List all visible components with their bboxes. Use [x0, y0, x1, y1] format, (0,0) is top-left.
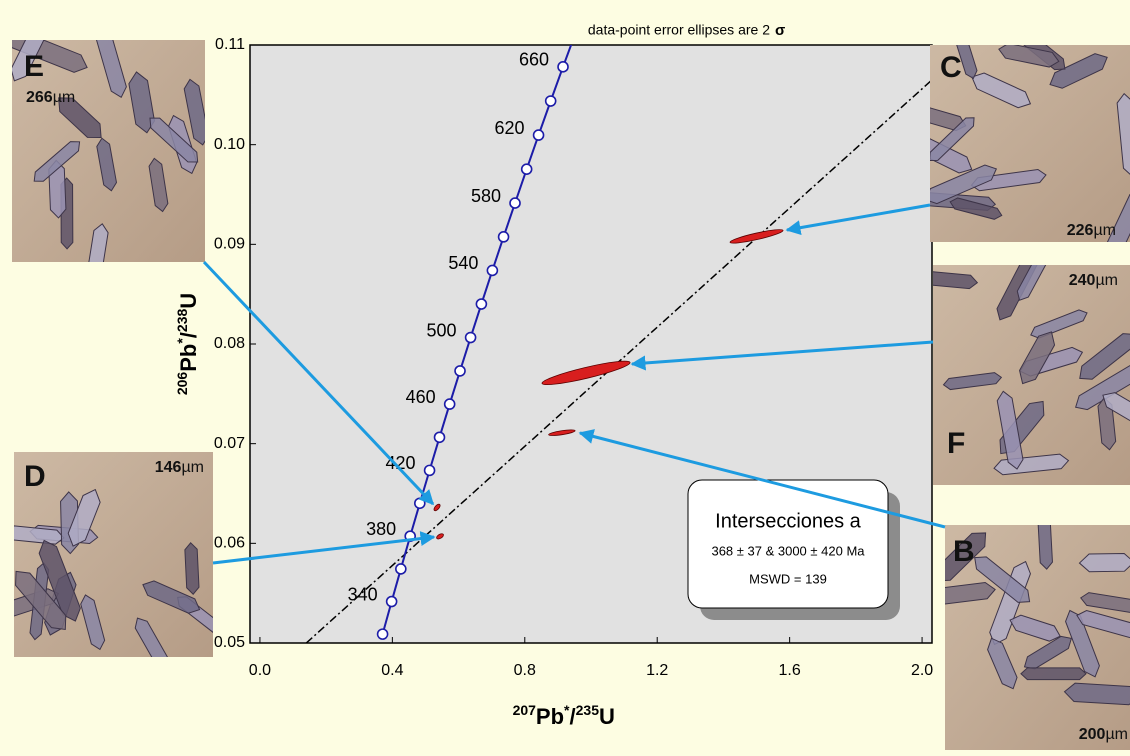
- x-tick-label: 0.4: [381, 662, 403, 679]
- age-label: 580: [471, 186, 501, 206]
- x-axis-title-part: U: [599, 704, 615, 729]
- photo-scale-value: 266: [26, 89, 53, 106]
- photo-scale-unit: µm: [1093, 222, 1116, 239]
- concordia-point: [415, 498, 425, 508]
- concordia-point: [558, 62, 568, 72]
- y-axis-title-part: 238: [174, 309, 190, 333]
- y-axis-title-part: U: [176, 293, 201, 309]
- result-box: Intersecciones a 368 ± 37 & 3000 ± 420 M…: [688, 480, 900, 620]
- note: data-point error ellipses are 2: [588, 22, 770, 38]
- photo-scale-unit: µm: [1095, 272, 1118, 289]
- concordia-point: [378, 629, 388, 639]
- y-tick-label: 0.05: [214, 634, 245, 651]
- concordia-point: [522, 164, 532, 174]
- x-tick-label: 0.0: [249, 662, 271, 679]
- photo-letter: E: [24, 50, 44, 83]
- crystal: [185, 543, 200, 595]
- x-axis-title-part: Pb: [536, 704, 564, 729]
- age-label: 380: [366, 519, 396, 539]
- photo-scale-value: 226: [1067, 222, 1094, 239]
- y-axis-title-part: 206: [174, 372, 190, 396]
- x-tick-label: 0.8: [514, 662, 536, 679]
- photo-letter: C: [940, 51, 962, 84]
- age-label: 620: [495, 118, 525, 138]
- age-label: 500: [427, 320, 457, 340]
- photo: F 240µm: [921, 240, 1130, 485]
- y-tick-label: 0.10: [214, 136, 245, 153]
- box-line: MSWD = 139: [749, 571, 827, 586]
- photo-letter: D: [24, 460, 46, 493]
- concordia-point: [510, 198, 520, 208]
- concordia-point: [387, 597, 397, 607]
- y-tick-label: 0.06: [214, 535, 245, 552]
- concordia-point: [487, 265, 497, 275]
- y-axis-title: 206Pb*/238U: [174, 293, 200, 395]
- y-axis-title-part: Pb: [176, 344, 201, 372]
- photo-scale: 146µm: [155, 459, 204, 476]
- box-line: 368 ± 37 & 3000 ± 420 Ma: [711, 543, 865, 558]
- photo-letter: F: [947, 427, 965, 460]
- age-label: 460: [406, 387, 436, 407]
- concordia-point: [445, 399, 455, 409]
- x-axis-title-part: 207: [513, 702, 537, 718]
- concordia-point: [499, 232, 509, 242]
- photo: E 266µm: [1, 15, 210, 281]
- x-axis-title-part: 235: [576, 702, 600, 718]
- photo-scale: 200µm: [1079, 726, 1128, 743]
- photo-scale: 226µm: [1067, 222, 1116, 239]
- x-tick-label: 1.2: [646, 662, 668, 679]
- chart: 340380420460500540580620660 0.050.060.07…: [0, 0, 1130, 756]
- note-symbol: σ: [775, 22, 785, 39]
- photo-scale-unit: µm: [1105, 726, 1128, 743]
- concordia-point: [396, 564, 406, 574]
- photo-scale-unit: µm: [53, 89, 76, 106]
- photo-scale: 266µm: [26, 89, 75, 106]
- x-axis-title: 207Pb*/235U: [513, 702, 615, 728]
- age-label: 340: [348, 584, 378, 604]
- photo: B 200µm: [927, 504, 1130, 750]
- photo-scale-value: 200: [1079, 726, 1106, 743]
- x-tick-label: 1.6: [779, 662, 801, 679]
- photo-scale-unit: µm: [181, 459, 204, 476]
- photo-scale-value: 146: [155, 459, 182, 476]
- y-tick-label: 0.08: [214, 335, 245, 352]
- age-label: 660: [519, 50, 549, 70]
- concordia-point: [534, 130, 544, 140]
- y-tick-label: 0.11: [215, 36, 245, 53]
- photo-scale-value: 240: [1069, 272, 1096, 289]
- y-axis-title-group: 206Pb*/238U: [174, 293, 200, 395]
- concordia-point: [546, 96, 556, 106]
- crystal: [1079, 553, 1130, 572]
- concordia-point: [425, 465, 435, 475]
- concordia-point: [435, 432, 445, 442]
- concordia-point: [571, 28, 581, 38]
- concordia-point: [466, 333, 476, 343]
- y-tick-label: 0.07: [214, 435, 245, 452]
- photo: D 146µm: [0, 452, 230, 684]
- crystal: [1021, 668, 1086, 680]
- y-tick-label: 0.09: [214, 236, 245, 253]
- photo-scale: 240µm: [1069, 272, 1118, 289]
- x-tick-label: 2.0: [911, 662, 933, 679]
- concordia-point: [476, 299, 486, 309]
- photo-letter: B: [953, 535, 975, 568]
- age-label: 540: [448, 253, 478, 273]
- box-title: Intersecciones a: [715, 510, 862, 532]
- concordia-point: [455, 366, 465, 376]
